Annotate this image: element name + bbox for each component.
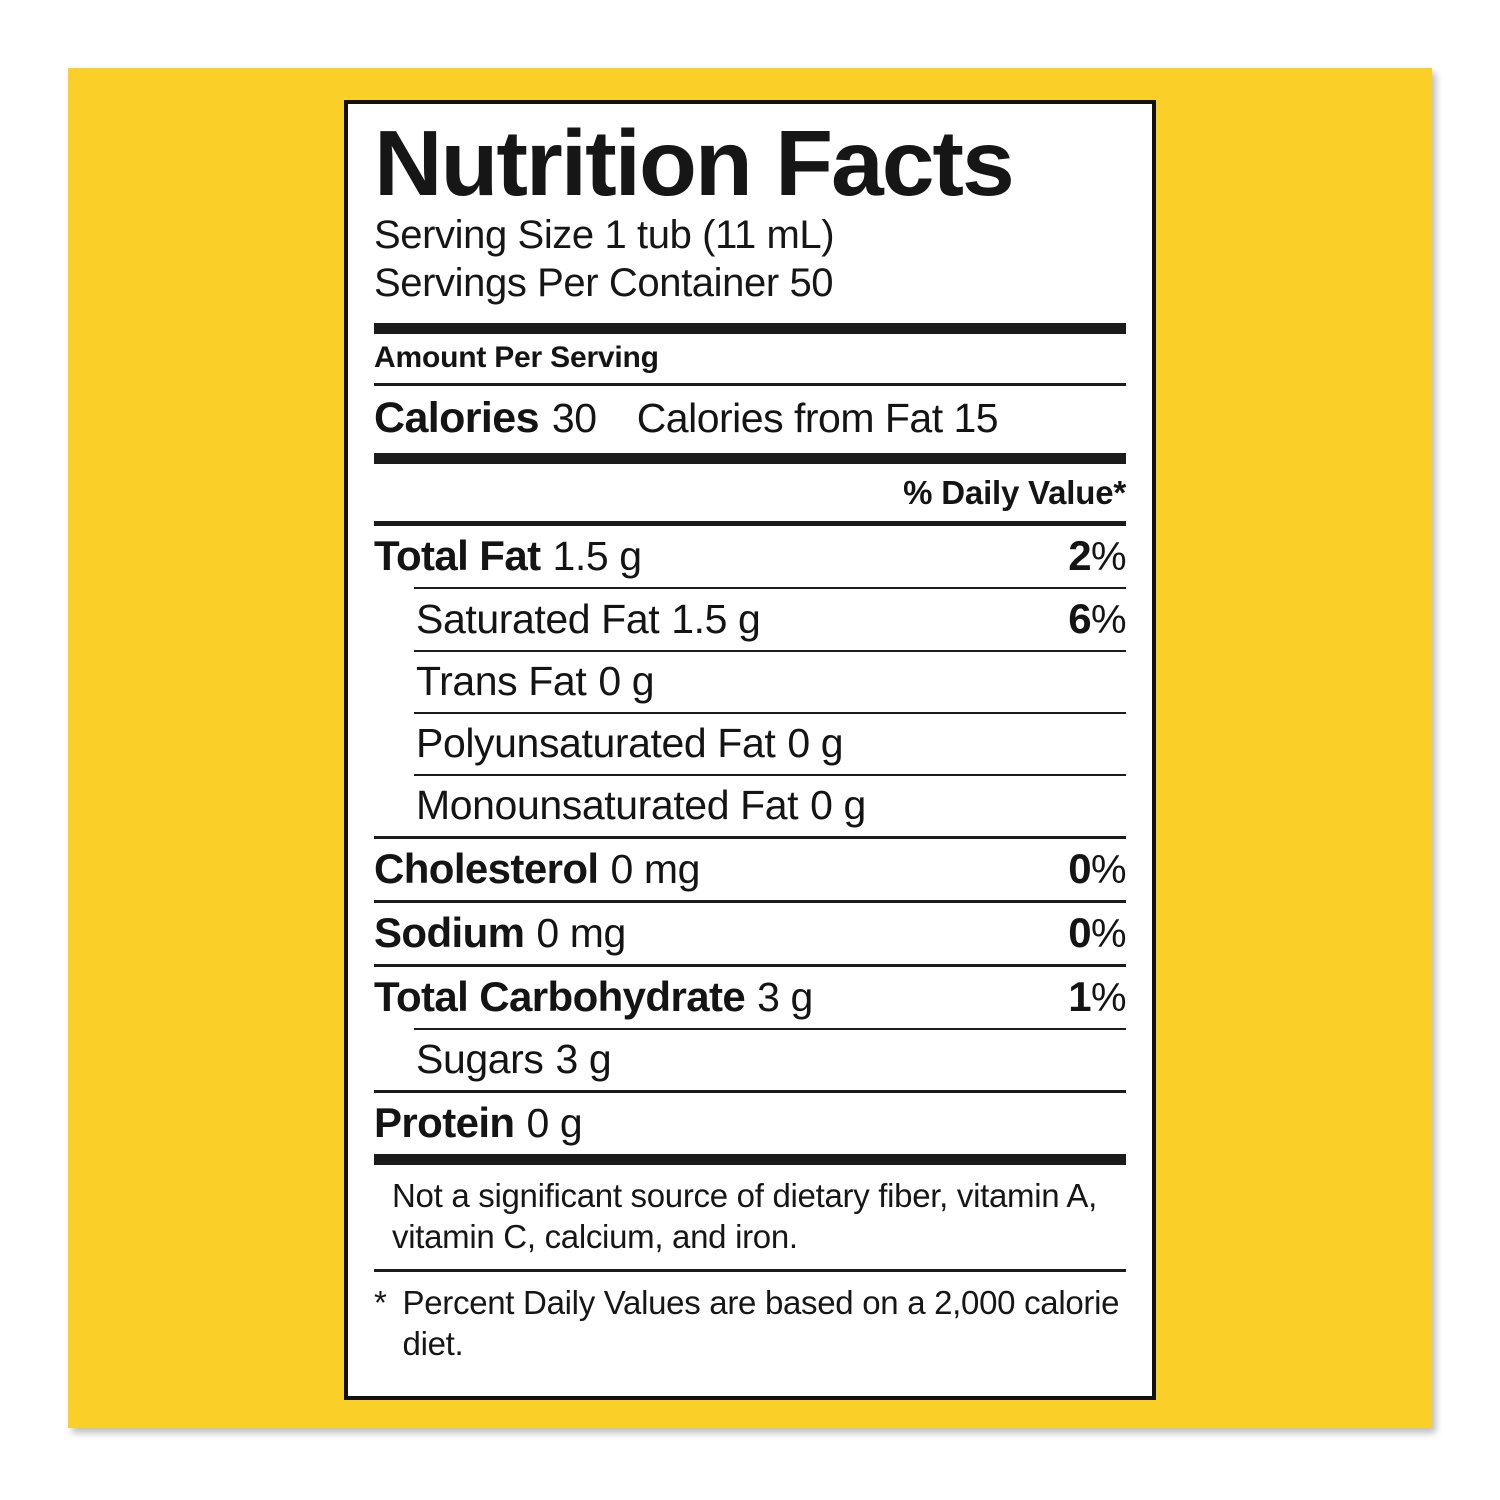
serving-size-text: Serving Size 1 tub (11 mL)	[374, 213, 835, 258]
divider-above-calories	[374, 383, 1126, 387]
divider-thick-above-footnotes	[374, 1154, 1126, 1166]
divider-above-sodium	[374, 900, 1126, 904]
nutrient-amount: 0 g	[810, 782, 866, 829]
table-row-total-carbohydrate: Total Carbohydrate 3 g 1%	[374, 967, 1127, 1028]
nutrient-name: Protein	[374, 1099, 515, 1147]
servings-per-container-text: Servings Per Container 50	[374, 261, 834, 306]
divider-row	[414, 650, 1126, 653]
divider-above-cholesterol	[374, 836, 1126, 840]
page-title: Nutrition Facts	[374, 111, 1015, 215]
nutrient-daily-value: 1%	[1068, 973, 1126, 1021]
divider-above-total-carbohydrate	[374, 964, 1126, 968]
divider-row	[414, 1028, 1126, 1031]
table-row-total-fat: Total Fat 1.5 g 2%	[374, 526, 1127, 587]
nutrient-amount: 1.5 g	[671, 596, 761, 643]
table-row-protein: Protein 0 g	[374, 1093, 1126, 1154]
calories-from-fat-text: Calories from Fat 15	[636, 395, 999, 442]
nutrient-daily-value: 0%	[1068, 909, 1126, 957]
divider-between-footnotes	[374, 1268, 1126, 1272]
calories-label: Calories	[374, 394, 539, 443]
footnote-not-significant-source: Not a significant source of dietary fibe…	[392, 1177, 1097, 1256]
nutrient-amount: 0 mg	[610, 846, 701, 893]
amount-per-serving-heading: Amount Per Serving	[374, 341, 659, 375]
table-row-saturated-fat: Saturated Fat 1.5 g 6%	[374, 589, 1127, 650]
table-row-cholesterol: Cholesterol 0 mg 0%	[374, 839, 1127, 900]
table-row-sugars: Sugars 3 g	[374, 1030, 1126, 1090]
footnote-daily-values: * Percent Daily Values are based on a 2,…	[374, 1272, 1126, 1376]
nutrient-name: Trans Fat	[416, 658, 587, 705]
divider-row	[414, 712, 1126, 715]
divider-above-total-fat	[374, 521, 1126, 527]
nutrient-amount: 3 g	[555, 1036, 612, 1083]
nutrient-name: Cholesterol	[374, 845, 599, 893]
nutrient-name: Monounsaturated Fat	[416, 782, 799, 829]
divider-row	[414, 587, 1126, 590]
nutrient-name: Sodium	[374, 909, 525, 957]
divider-thick-below-calories	[374, 453, 1126, 465]
nutrient-amount: 3 g	[757, 974, 813, 1021]
nutrient-name: Sugars	[416, 1036, 544, 1083]
nutrient-daily-value: 0%	[1068, 845, 1126, 893]
nutrient-name: Total Fat	[374, 532, 541, 580]
asterisk-symbol: *	[374, 1283, 387, 1321]
nutrient-amount: 0 g	[787, 720, 844, 767]
table-row-monounsaturated-fat: Monounsaturated Fat 0 g	[374, 776, 1126, 836]
serving-info-block: Serving Size 1 tub (11 mL) Servings Per …	[374, 211, 1126, 307]
nutrient-daily-value: 6%	[1068, 595, 1126, 643]
table-row-trans-fat: Trans Fat 0 g	[374, 652, 1126, 712]
daily-value-header: % Daily Value*	[903, 474, 1126, 512]
nutrient-amount: 1.5 g	[552, 533, 642, 580]
divider-thick-top	[374, 323, 1126, 335]
nutrient-amount: 0 mg	[536, 910, 626, 957]
nutrient-amount: 0 g	[526, 1100, 583, 1147]
table-row-sodium: Sodium 0 mg 0%	[374, 903, 1127, 964]
divider-row	[414, 774, 1126, 777]
nutrient-amount: 0 g	[598, 658, 655, 705]
nutrient-name: Total Carbohydrate	[374, 973, 746, 1021]
divider-above-protein	[374, 1090, 1126, 1094]
yellow-background-card: Nutrition Facts Serving Size 1 tub (11 m…	[68, 68, 1432, 1428]
calories-value: 30	[551, 395, 597, 442]
nutrient-name: Polyunsaturated Fat	[416, 720, 776, 767]
nutrient-name: Saturated Fat	[416, 596, 660, 643]
nutrient-daily-value: 2%	[1068, 532, 1126, 580]
nutrition-facts-panel: Nutrition Facts Serving Size 1 tub (11 m…	[344, 100, 1156, 1400]
calories-row: Calories 30 Calories from Fat 15	[374, 386, 1126, 453]
footnote-daily-values-text: Percent Daily Values are based on a 2,00…	[402, 1283, 1120, 1362]
table-row-polyunsaturated-fat: Polyunsaturated Fat 0 g	[374, 714, 1126, 774]
